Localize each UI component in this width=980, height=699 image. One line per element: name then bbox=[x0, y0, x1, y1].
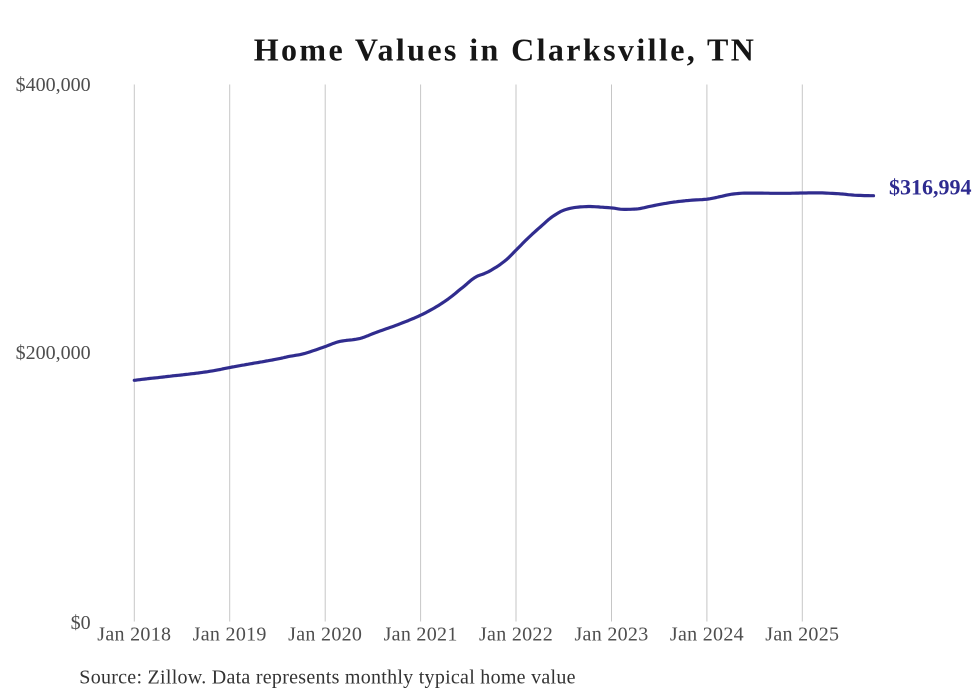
svg-text:Jan 2024: Jan 2024 bbox=[670, 624, 744, 646]
svg-text:Jan 2022: Jan 2022 bbox=[479, 624, 553, 646]
svg-text:Jan 2020: Jan 2020 bbox=[288, 624, 362, 646]
svg-text:Source: Zillow. Data represent: Source: Zillow. Data represents monthly … bbox=[79, 666, 575, 688]
svg-text:Jan 2025: Jan 2025 bbox=[765, 624, 839, 646]
svg-text:Jan 2023: Jan 2023 bbox=[574, 624, 648, 646]
svg-text:$316,994: $316,994 bbox=[889, 174, 972, 199]
svg-text:$200,000: $200,000 bbox=[16, 342, 91, 364]
svg-text:$400,000: $400,000 bbox=[16, 74, 91, 96]
svg-text:Home Values in Clarksville, TN: Home Values in Clarksville, TN bbox=[254, 32, 757, 68]
svg-text:Jan 2018: Jan 2018 bbox=[97, 624, 171, 646]
svg-text:Jan 2019: Jan 2019 bbox=[193, 624, 267, 646]
svg-text:$0: $0 bbox=[71, 612, 91, 634]
svg-text:Jan 2021: Jan 2021 bbox=[384, 624, 458, 646]
